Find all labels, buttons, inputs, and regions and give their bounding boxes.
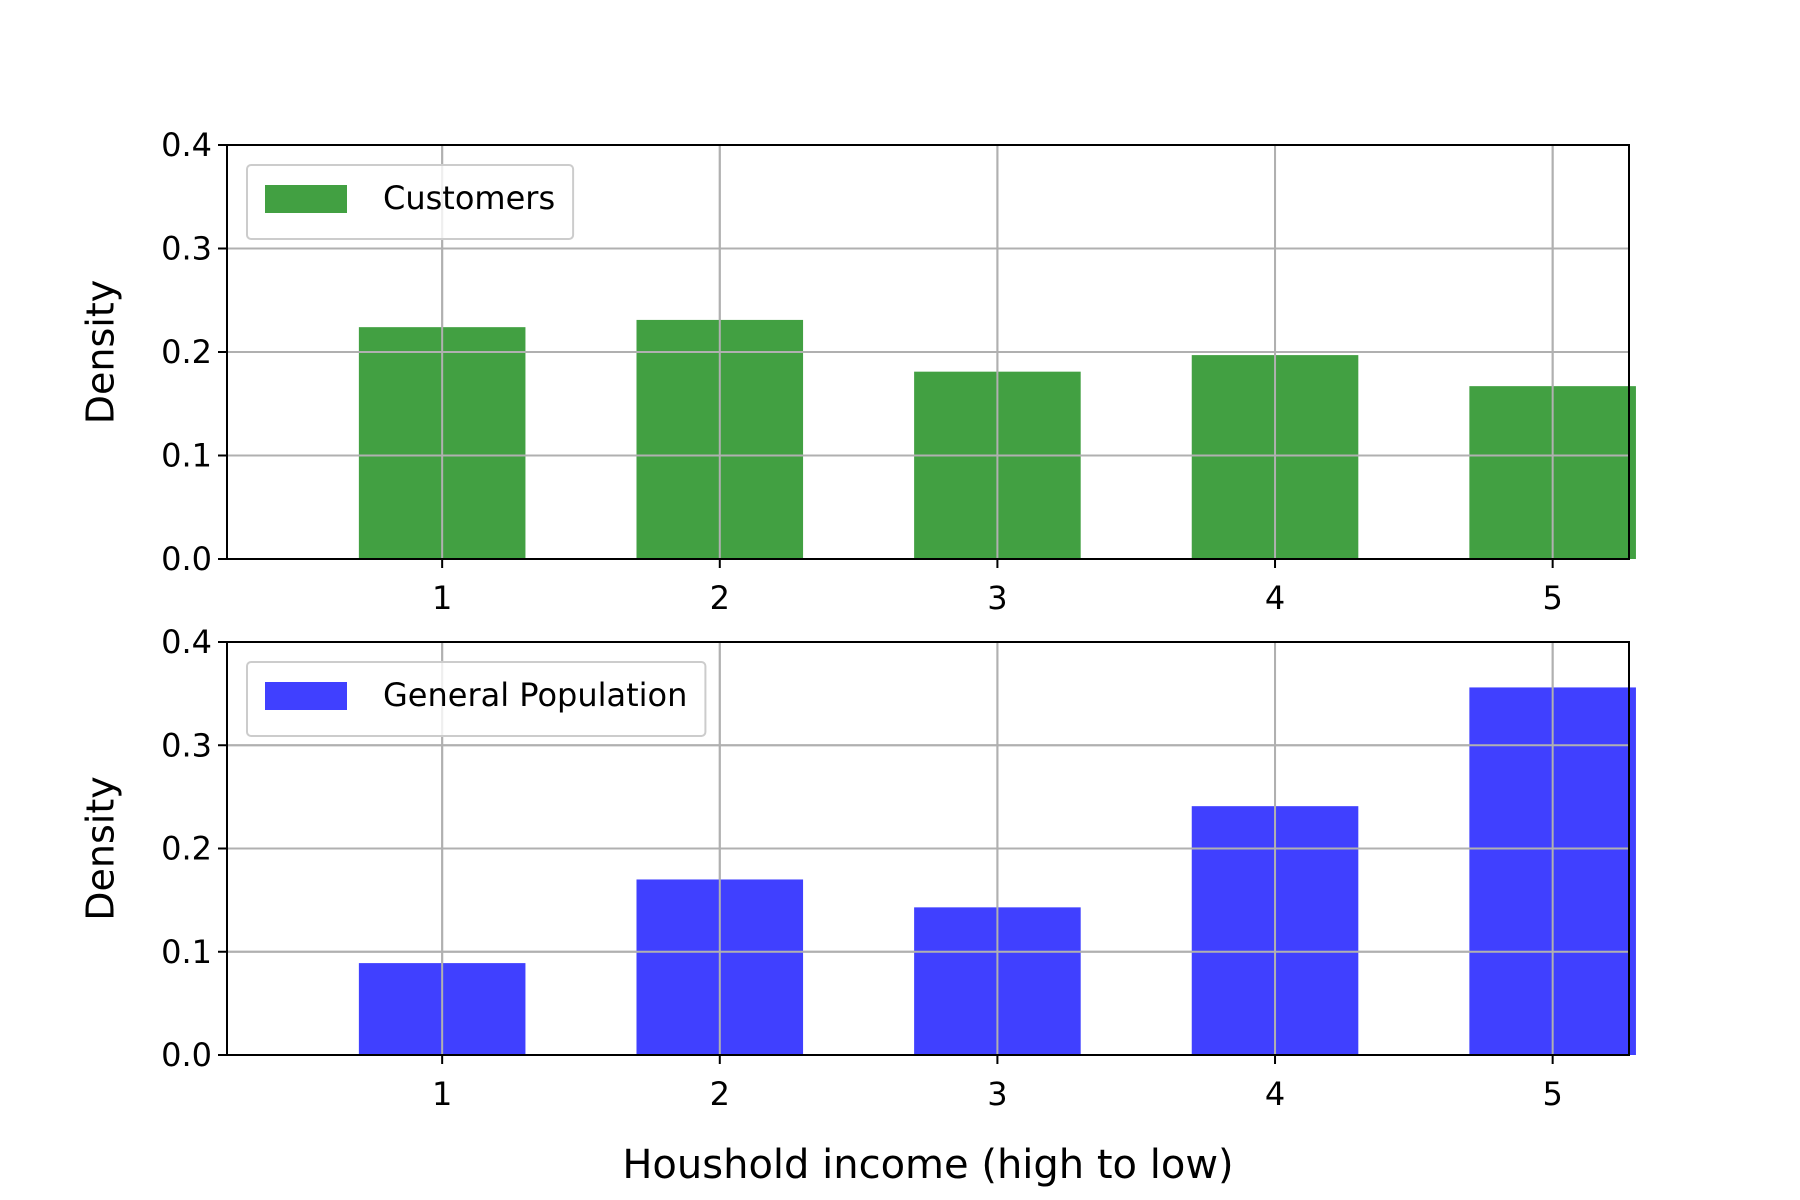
general-population-x-tick-label: 4 bbox=[1265, 1075, 1285, 1113]
general-population-plot-frame bbox=[226, 641, 1630, 1056]
customers-legend-label: Customers bbox=[383, 179, 555, 217]
customers-y-tick-label: 0.3 bbox=[161, 230, 212, 268]
general-population-legend-swatch bbox=[265, 682, 347, 710]
customers-x-tick-label: 4 bbox=[1265, 579, 1285, 617]
customers-x-tick-label: 5 bbox=[1542, 579, 1562, 617]
general-population-y-tick-label: 0.3 bbox=[161, 726, 212, 764]
general-population-y-tick-label: 0.2 bbox=[161, 830, 212, 868]
x-axis-label: Houshold income (high to low) bbox=[622, 1142, 1233, 1188]
customers-x-tick-label: 2 bbox=[710, 579, 730, 617]
customers-y-ticks: 0.0 0.1 0.2 0.3 0.4 bbox=[161, 126, 227, 578]
customers-y-tick-label: 0.0 bbox=[161, 540, 212, 578]
customers-legend-swatch bbox=[265, 185, 347, 213]
customers-y-tick-label: 0.4 bbox=[161, 126, 212, 164]
customers-y-axis-label: Density bbox=[78, 280, 122, 424]
general-population-legend-frame bbox=[246, 661, 707, 737]
general-population-legend: General Population bbox=[246, 661, 707, 737]
customers-y-tick-label: 0.1 bbox=[161, 437, 212, 475]
customers-plot-frame bbox=[226, 144, 1630, 560]
general-population-x-tick-label: 5 bbox=[1542, 1075, 1562, 1113]
customers-legend-frame bbox=[246, 164, 575, 240]
general-population-y-tick-label: 0.0 bbox=[161, 1036, 212, 1074]
customers-x-tick-label: 3 bbox=[987, 579, 1007, 617]
general-population-x-ticks: 1 2 3 4 5 bbox=[432, 1055, 1563, 1113]
general-population-y-tick-label: 0.4 bbox=[161, 623, 212, 661]
general-population-y-ticks: 0.0 0.1 0.2 0.3 0.4 bbox=[161, 623, 227, 1074]
customers-legend: Customers bbox=[246, 164, 575, 240]
general-population-y-tick-label: 0.1 bbox=[161, 933, 212, 971]
customers-y-tick-label: 0.2 bbox=[161, 333, 212, 371]
general-population-x-tick-label: 2 bbox=[710, 1075, 730, 1113]
general-population-x-tick-label: 1 bbox=[432, 1075, 452, 1113]
general-population-panel: 0.0 0.1 0.2 0.3 0.4 1 2 3 4 5 Density General Po… bbox=[78, 623, 1636, 1113]
general-population-legend-label: General Population bbox=[383, 676, 687, 714]
customers-panel: 0.0 0.1 0.2 0.3 0.4 1 2 3 4 5 Density Customers bbox=[78, 126, 1636, 617]
general-population-y-axis-label: Density bbox=[78, 776, 122, 920]
general-population-x-tick-label: 3 bbox=[987, 1075, 1007, 1113]
customers-x-tick-label: 1 bbox=[432, 579, 452, 617]
customers-x-ticks: 1 2 3 4 5 bbox=[432, 559, 1563, 617]
